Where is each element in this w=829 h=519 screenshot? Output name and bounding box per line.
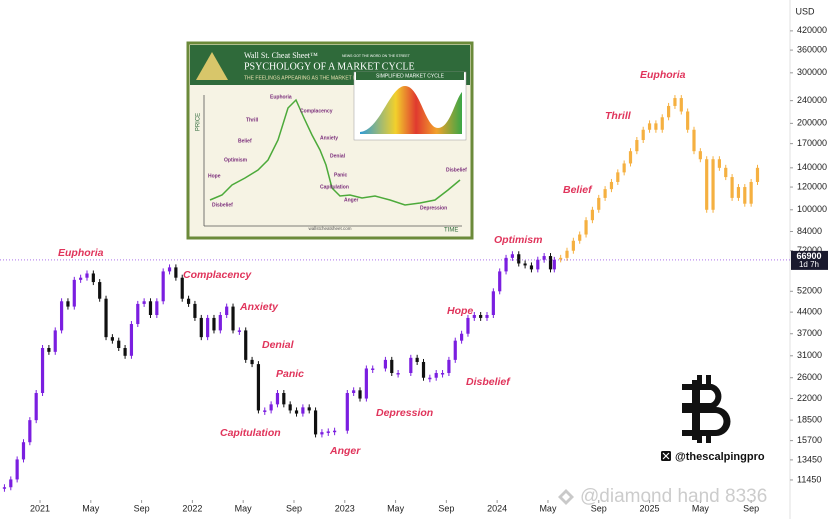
y-tick-label: 11450 — [797, 474, 821, 484]
currency: USD — [795, 6, 815, 16]
y-tick-label: 26000 — [797, 372, 822, 382]
inset-title: PSYCHOLOGY OF A MARKET CYCLE — [244, 61, 415, 72]
inset-stage: Anger — [344, 197, 359, 203]
y-tick-label: 100000 — [797, 204, 827, 214]
inset-stage: Disbelief — [212, 202, 233, 208]
cycle-label: Denial — [262, 339, 295, 351]
x-tick-label: May — [692, 503, 710, 513]
cycle-label: Hope — [447, 305, 473, 317]
watermark-icon — [558, 489, 574, 505]
y-tick-label: 120000 — [797, 181, 827, 191]
cycle-label: Belief — [563, 184, 593, 196]
cycle-label: Thrill — [605, 110, 632, 122]
cycle-label: Capitulation — [220, 427, 281, 439]
inset-cheat-sheet: Wall St. Cheat Sheet™ NEWS GOT THE WORD … — [186, 41, 474, 240]
inset-brand: Wall St. Cheat Sheet™ — [244, 51, 318, 60]
y-tick-label: 200000 — [797, 118, 827, 128]
y-tick-label: 31000 — [797, 350, 822, 360]
y-tick-label: 300000 — [797, 67, 827, 77]
inset-stage: Depression — [420, 205, 447, 211]
cycle-label: Euphoria — [640, 69, 686, 81]
x-logo-mark — [662, 452, 670, 460]
last-price-box — [791, 250, 828, 270]
x-tick-label: May — [387, 503, 405, 513]
countdown: 1d 7h — [799, 260, 819, 269]
inset-stage: Panic — [334, 172, 348, 178]
inset-y-label: PRICE — [196, 113, 202, 131]
inset-stage: Belief — [238, 138, 252, 144]
inset-x-label: TIME — [444, 228, 458, 234]
x-tick-label: May — [539, 503, 557, 513]
x-tick-label: May — [82, 503, 100, 513]
cycle-label: Depression — [376, 407, 433, 419]
x-tick-label: May — [235, 503, 253, 513]
x-tick-label: 2021 — [30, 503, 50, 513]
inset-tagline: NEWS GOT THE WORD ON THE STREET — [342, 54, 411, 58]
inset-panel-header — [356, 72, 464, 80]
y-tick-label: 72000 — [797, 245, 822, 255]
logo-bowl — [682, 384, 722, 409]
cycle-label: Disbelief — [466, 376, 511, 388]
cycle-label: Euphoria — [58, 247, 104, 259]
inset-stage: Capitulation — [320, 184, 349, 190]
y-tick-label: 15700 — [797, 435, 822, 445]
inset-stage: Anxiety — [320, 135, 338, 141]
inset-url: wallstcheatsheet.com — [308, 226, 351, 231]
x-tick-label: Sep — [286, 503, 302, 513]
x-tick-label: 2024 — [487, 503, 507, 513]
inset-stage: Disbelief — [446, 167, 467, 173]
cycle-label: Anger — [329, 445, 361, 457]
y-tick-label: 360000 — [797, 44, 827, 54]
logo-tick — [706, 375, 711, 385]
logo-tick — [706, 435, 711, 443]
cycle-label: Anxiety — [239, 301, 279, 313]
y-tick-label: 13450 — [797, 454, 822, 464]
x-tick-label: Sep — [591, 503, 607, 513]
y-tick-label: 170000 — [797, 138, 827, 148]
y-tick-label: 52000 — [797, 286, 822, 296]
inset-cycle-line — [209, 98, 461, 206]
x-tick-label: 2023 — [335, 503, 355, 513]
x-tick-label: 2022 — [182, 503, 202, 513]
inset-stage: Euphoria — [270, 94, 292, 100]
cycle-label: Panic — [276, 368, 304, 380]
x-tick-label: Sep — [743, 503, 759, 513]
y-tick-label: 37000 — [797, 328, 822, 338]
inset-subtitle: THE FEELINGS APPEARING AS THE MARKET FLU… — [244, 75, 386, 81]
handle: @thescalpingpro — [675, 451, 765, 463]
y-tick-label: 44000 — [797, 307, 822, 317]
cycle-label: Complacency — [183, 269, 252, 281]
x-tick-label: Sep — [134, 503, 150, 513]
logo-tick — [697, 375, 702, 385]
inset-stage: Thrill — [246, 117, 259, 123]
y-tick-label: 84000 — [797, 226, 822, 236]
y-tick-label: 140000 — [797, 162, 827, 172]
watermark: @diamond hand 8336 — [580, 486, 767, 507]
logo-bowl — [682, 407, 731, 436]
x-tick-label: 2025 — [640, 503, 660, 513]
y-tick-label: 420000 — [797, 25, 827, 35]
cycle-label: Optimism — [494, 234, 542, 246]
x-tick-label: Sep — [438, 503, 454, 513]
inset-stage: Optimism — [224, 157, 248, 163]
inset-panel-curve — [360, 86, 462, 134]
last-price-label: 66900 — [796, 251, 821, 261]
y-tick-label: 240000 — [797, 95, 827, 105]
inset-logo — [196, 52, 228, 80]
y-tick-label: 22000 — [797, 393, 822, 403]
inset-stage: Denial — [330, 153, 346, 159]
y-tick-label: 18500 — [797, 415, 822, 425]
inset-stage: Hope — [208, 173, 221, 179]
logo-tick — [697, 435, 702, 443]
inset-panel-title: SIMPLIFIED MARKET CYCLE — [376, 73, 445, 79]
inset-stage: Complacency — [300, 108, 333, 114]
bitcoin-logo — [682, 375, 731, 443]
